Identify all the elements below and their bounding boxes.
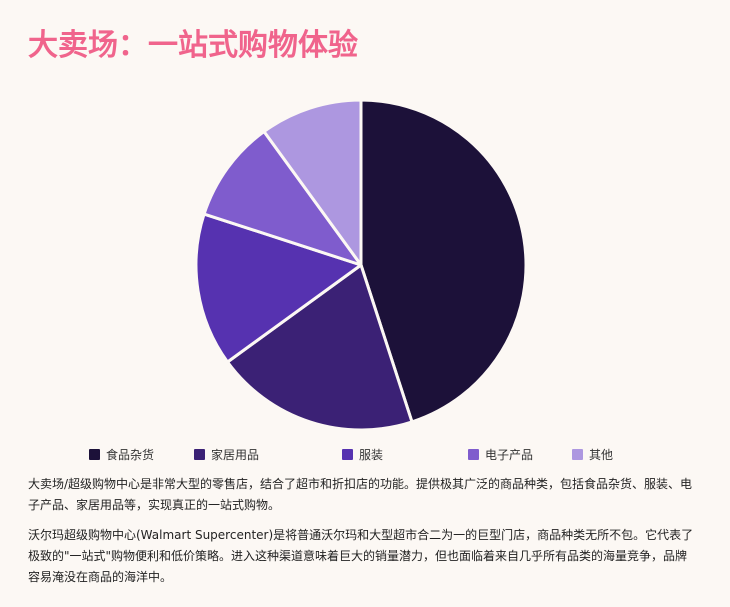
legend-item-apparel[interactable]: 服装 <box>342 446 383 463</box>
pie-slice-1[interactable] <box>226 263 414 432</box>
legend-swatch <box>572 449 583 460</box>
legend-swatch <box>194 449 205 460</box>
pie-slice-3[interactable] <box>202 130 363 267</box>
legend-item-home-goods[interactable]: 家居用品 <box>194 446 259 463</box>
page-title: 大卖场：一站式购物体验 <box>28 28 358 63</box>
legend-label: 其他 <box>589 448 614 462</box>
legend-label: 电子产品 <box>485 448 534 462</box>
legend-label: 食品杂货 <box>106 448 155 462</box>
pie-slice-2[interactable] <box>194 212 363 364</box>
description-paragraph-2: 沃尔玛超级购物中心(Walmart Supercenter)是将普通沃尔玛和大型… <box>28 528 694 584</box>
pie-chart <box>194 98 528 432</box>
legend-label: 家居用品 <box>211 448 260 462</box>
pie-slice-0[interactable] <box>359 98 528 424</box>
legend-item-electronics[interactable]: 电子产品 <box>468 446 533 463</box>
legend-item-groceries[interactable]: 食品杂货 <box>89 446 154 463</box>
description-paragraph-1: 大卖场/超级购物中心是非常大型的零售店，结合了超市和折扣店的功能。提供极其广泛的… <box>28 477 693 512</box>
pie-slice-4[interactable] <box>262 98 363 267</box>
legend-swatch <box>468 449 479 460</box>
legend-item-other[interactable]: 其他 <box>572 446 613 463</box>
legend-swatch <box>342 449 353 460</box>
chart-legend: 食品杂货 家居用品 服装 电子产品 其他 <box>0 446 730 464</box>
legend-swatch <box>89 449 100 460</box>
legend-label: 服装 <box>359 448 384 462</box>
